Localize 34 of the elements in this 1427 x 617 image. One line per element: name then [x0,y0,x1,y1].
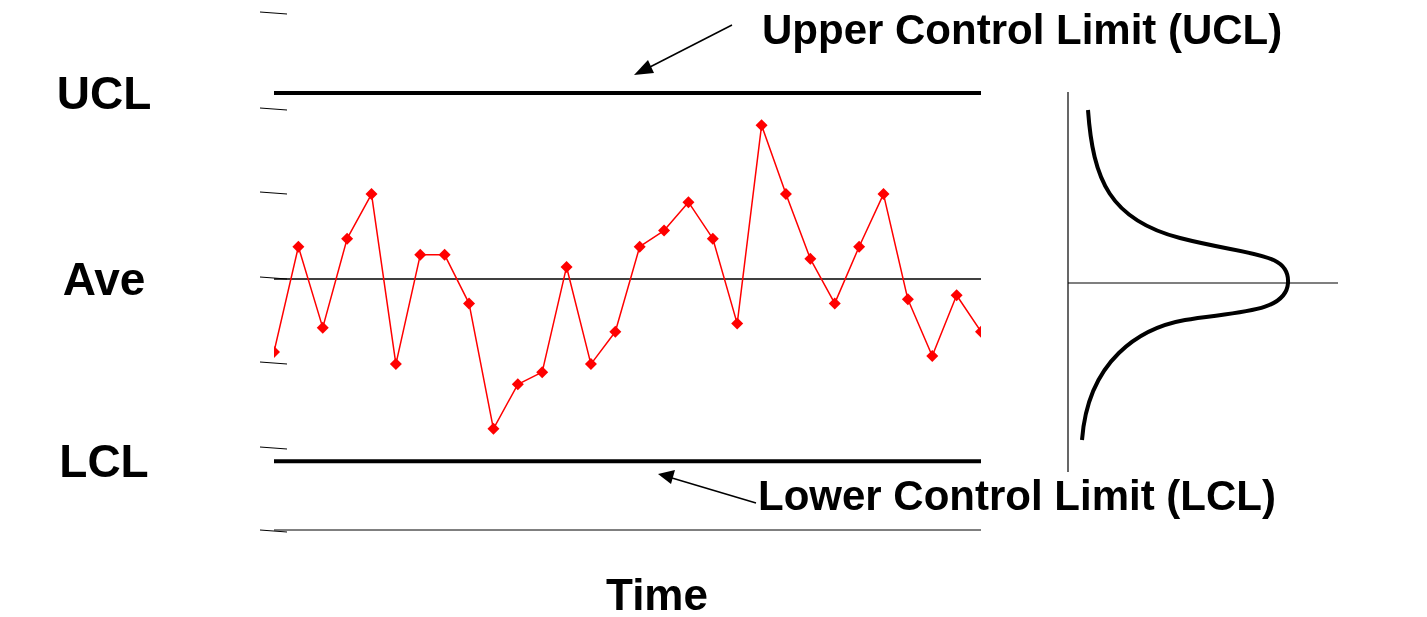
point [853,240,866,253]
point [560,260,573,273]
point [877,188,890,201]
point [609,325,622,338]
point [389,358,402,371]
point [536,366,549,379]
point [511,378,524,391]
ref-line-label: LCL [59,435,149,488]
text: Upper Control Limit (UCL) [762,6,1283,54]
point [706,232,719,245]
annotation: Lower Control Limit (LCL) [758,472,1276,520]
point [779,188,792,201]
point [804,252,817,265]
point [438,248,451,261]
point [292,240,305,253]
ref-line-label: Ave [62,253,146,306]
point [731,317,744,330]
point [414,248,427,261]
point [950,289,963,302]
point [901,293,914,306]
point [341,232,354,245]
ref-line-label: UCL [56,66,152,119]
point [926,349,939,362]
point [463,297,476,310]
point [633,240,646,253]
point [658,224,671,237]
point [365,188,378,201]
point [828,297,841,310]
x-axis-title: Time [605,570,709,617]
point [584,358,597,371]
point [487,422,500,435]
point [755,119,768,132]
point [316,321,329,334]
point [682,196,695,209]
